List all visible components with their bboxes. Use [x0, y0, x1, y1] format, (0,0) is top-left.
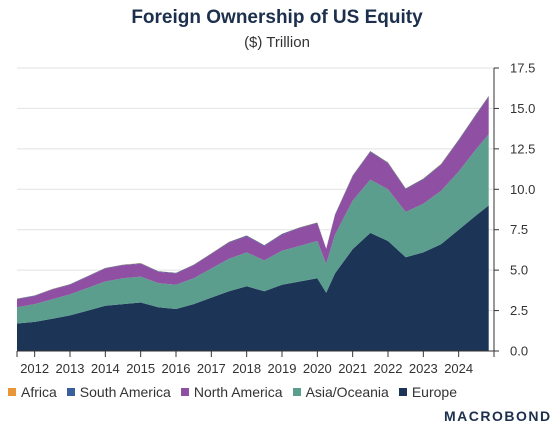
- legend-swatch: [8, 388, 16, 396]
- x-tick-label: 2024: [444, 361, 473, 376]
- chart-legend: Africa South America North America Asia/Oce…: [8, 384, 467, 400]
- legend-item: North America: [180, 384, 283, 400]
- x-tick-label: 2019: [268, 361, 297, 376]
- y-tick-label: 5.0: [510, 263, 528, 278]
- y-tick-label: 15.0: [510, 101, 535, 116]
- y-tick-label: 17.5: [510, 61, 535, 76]
- macrobond-logo: MACROBOND: [444, 408, 552, 424]
- legend-label: South America: [79, 384, 171, 400]
- chart-subtitle: ($) Trillion: [244, 34, 310, 51]
- legend-swatch: [180, 388, 189, 396]
- legend-item: Africa: [8, 384, 57, 400]
- y-tick-label: 0.0: [510, 344, 528, 359]
- y-tick-label: 7.5: [510, 222, 528, 237]
- area-asia-oceania: [17, 134, 489, 324]
- legend-item: Europe: [398, 384, 457, 400]
- legend-swatch: [66, 388, 75, 396]
- x-tick-label: 2013: [56, 361, 85, 376]
- x-tick-label: 2020: [303, 361, 332, 376]
- legend-swatch: [398, 388, 407, 396]
- x-tick-label: 2018: [232, 361, 261, 376]
- chart-title: Foreign Ownership of US Equity: [131, 7, 423, 28]
- x-tick-label: 2021: [338, 361, 367, 376]
- y-tick-label: 12.5: [510, 141, 535, 156]
- x-tick-label: 2022: [374, 361, 403, 376]
- legend-label: Europe: [411, 384, 457, 400]
- x-tick-label: 2015: [126, 361, 155, 376]
- legend-label: Asia/Oceania: [305, 384, 389, 400]
- x-tick-label: 2017: [197, 361, 226, 376]
- legend-swatch: [292, 388, 301, 396]
- y-tick-label: 10.0: [510, 182, 535, 197]
- x-tick-label: 2012: [20, 361, 49, 376]
- x-tick-label: 2023: [409, 361, 438, 376]
- y-tick-label: 2.5: [510, 303, 528, 318]
- legend-label: Africa: [21, 384, 57, 400]
- x-tick-label: 2016: [162, 361, 191, 376]
- legend-label: North America: [193, 384, 283, 400]
- legend-item: Asia/Oceania: [292, 384, 389, 400]
- legend-item: South America: [66, 384, 171, 400]
- area-europe: [17, 205, 489, 351]
- x-tick-label: 2014: [91, 361, 120, 376]
